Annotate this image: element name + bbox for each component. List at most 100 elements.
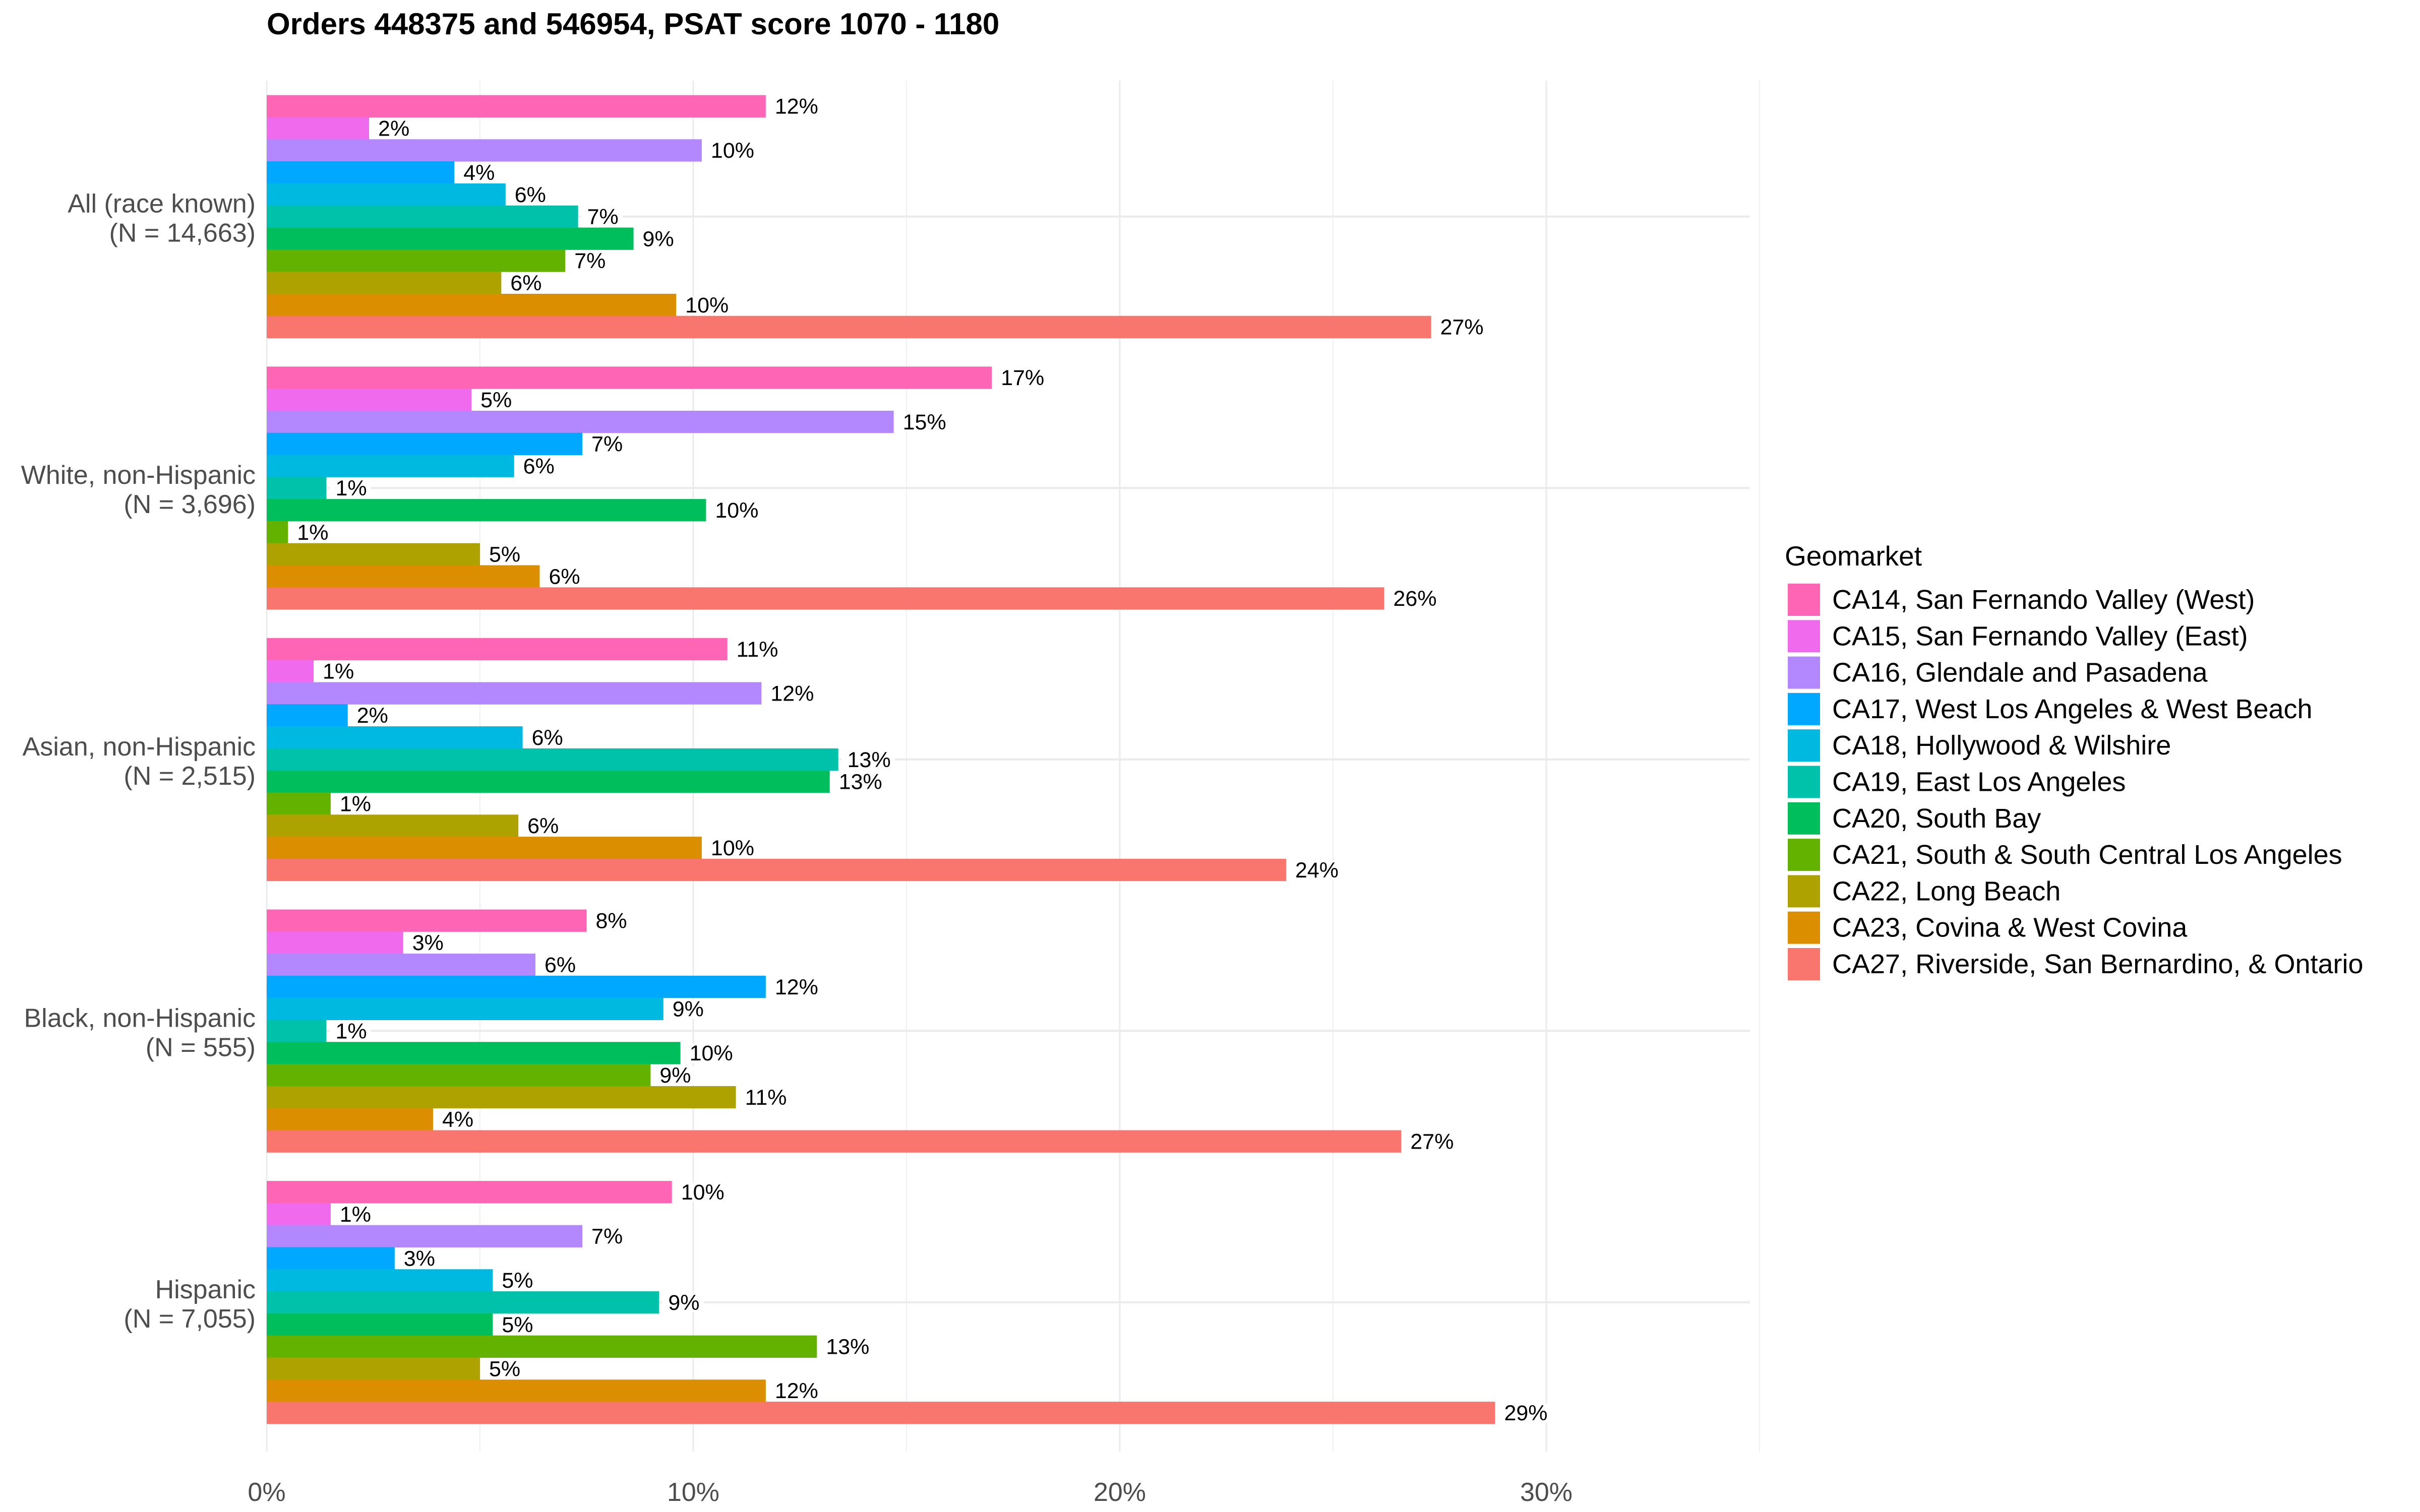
data-label: 6% — [532, 726, 563, 750]
data-label: 2% — [378, 116, 409, 141]
data-label-background — [568, 251, 610, 271]
data-label-background — [436, 1110, 478, 1129]
data-label: 3% — [404, 1246, 435, 1271]
bar — [267, 1379, 766, 1402]
data-label-background — [581, 207, 623, 227]
data-label-background — [333, 794, 376, 814]
data-label: 26% — [1394, 587, 1437, 611]
bar — [267, 565, 540, 588]
legend-label: CA16, Glendale and Pasadena — [1832, 658, 2208, 688]
bar — [267, 183, 506, 206]
data-label: 12% — [775, 1379, 818, 1403]
bar — [267, 1108, 433, 1130]
bar — [267, 205, 578, 228]
bar — [267, 1357, 480, 1380]
data-label-background — [768, 97, 822, 116]
data-label: 10% — [681, 1180, 724, 1205]
data-label: 1% — [335, 1019, 367, 1043]
bar — [267, 748, 838, 771]
bar — [267, 543, 480, 565]
data-label-background — [995, 368, 1049, 388]
data-label: 1% — [297, 521, 328, 545]
data-label-background — [496, 1315, 537, 1335]
legend-swatch — [1788, 911, 1820, 944]
data-label-background — [350, 706, 392, 726]
bar — [267, 249, 566, 272]
data-label: 7% — [591, 432, 623, 457]
data-label-background — [1498, 1404, 1552, 1423]
bar — [267, 1020, 327, 1042]
data-label: 10% — [690, 1041, 733, 1065]
bar — [267, 389, 472, 411]
bar — [267, 704, 348, 727]
data-label-background — [1289, 860, 1343, 880]
data-label: 6% — [523, 454, 555, 478]
data-label-background — [896, 412, 950, 432]
legend-title: Geomarket — [1785, 540, 1922, 572]
bar — [267, 931, 403, 954]
data-label: 13% — [826, 1335, 869, 1359]
bar — [267, 139, 702, 162]
data-label-background — [662, 1293, 704, 1312]
data-label-background — [636, 229, 678, 249]
data-label: 10% — [685, 293, 729, 318]
data-label-background — [457, 163, 499, 182]
data-label: 1% — [340, 1203, 371, 1227]
data-label: 9% — [668, 1291, 699, 1315]
data-label-background — [504, 274, 546, 293]
data-label-background — [832, 772, 886, 792]
bar — [267, 95, 766, 117]
data-label: 17% — [1001, 366, 1044, 390]
bar — [267, 975, 766, 998]
data-label-background — [683, 1044, 737, 1063]
legend-swatch — [1788, 620, 1820, 653]
legend-swatch — [1788, 692, 1820, 725]
legend-label: CA17, West Los Angeles & West Beach — [1832, 694, 2313, 724]
legend-label: CA14, San Fernando Valley (West) — [1832, 585, 2255, 615]
data-label-background — [653, 1066, 695, 1085]
bar — [267, 587, 1384, 610]
x-axis-tick-label: 30% — [1520, 1478, 1572, 1507]
legend-swatch — [1788, 729, 1820, 762]
data-label-background — [496, 1271, 537, 1291]
data-label-background — [291, 523, 333, 542]
data-label: 2% — [357, 704, 388, 728]
bar — [267, 227, 634, 250]
data-label-background — [679, 295, 733, 315]
legend-swatch — [1788, 584, 1820, 616]
data-label: 3% — [412, 931, 444, 955]
legend-swatch — [1788, 766, 1820, 798]
data-label-background — [1387, 589, 1441, 609]
data-label-background — [329, 479, 371, 498]
bar — [267, 1181, 672, 1204]
bar — [267, 499, 706, 522]
x-axis-tick-label: 0% — [248, 1478, 285, 1507]
bar — [267, 117, 370, 140]
data-label-background — [406, 933, 448, 953]
data-label-background — [542, 567, 584, 587]
data-label: 1% — [323, 660, 354, 684]
legend-swatch — [1788, 656, 1820, 689]
bar — [267, 770, 830, 793]
y-axis-category-label: Asian, non-Hispanic — [23, 732, 256, 762]
bar — [267, 726, 523, 749]
bar — [267, 1203, 331, 1226]
y-axis-category-count: (N = 7,055) — [124, 1304, 256, 1334]
legend: Geomarket CA14, San Fernando Valley (Wes… — [1785, 540, 2364, 980]
legend-swatch — [1788, 802, 1820, 835]
data-label: 9% — [659, 1063, 691, 1088]
data-label-background — [1404, 1132, 1458, 1152]
data-label-background — [317, 662, 358, 681]
data-label-background — [768, 977, 822, 997]
bar — [267, 909, 587, 932]
bar — [267, 1269, 493, 1292]
chart-title: Orders 448375 and 546954, PSAT score 107… — [267, 7, 999, 41]
data-label: 1% — [335, 476, 367, 500]
y-axis-category-label: Hispanic — [155, 1275, 256, 1304]
data-label: 13% — [848, 748, 891, 772]
data-label: 27% — [1410, 1129, 1454, 1154]
data-label: 7% — [587, 205, 619, 229]
data-label-background — [517, 457, 559, 476]
data-label-background — [675, 1183, 729, 1202]
data-label-background — [768, 1381, 822, 1401]
